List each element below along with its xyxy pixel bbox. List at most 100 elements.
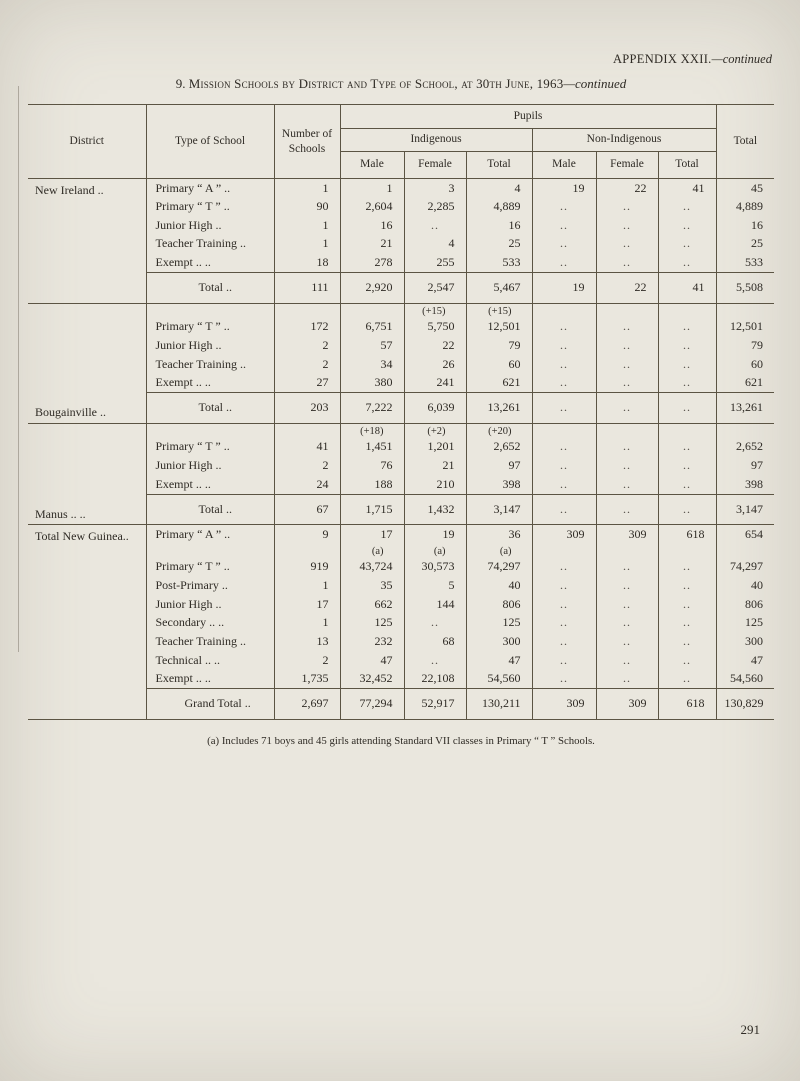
type-of-school-cell: Teacher Training ..	[146, 355, 275, 374]
value-cell: 125	[745, 615, 764, 630]
value-cell: ..	[658, 456, 717, 476]
total-value-cell: 2,697	[274, 688, 341, 720]
data-row: Manus .. .. Primary “ T ” .. 41 (+18) 1,451(…	[28, 423, 774, 526]
col-header-non-indigenous: Non-Indigenous	[532, 128, 717, 152]
value-cell: ..	[532, 234, 597, 254]
value-cell: 4	[404, 234, 467, 254]
value-cell: 1	[274, 216, 341, 235]
value-cell: 34	[340, 355, 405, 374]
cell-value: 2,652	[493, 438, 521, 453]
data-row: Exempt .. .. 24 188 210 398...... 398	[28, 475, 774, 495]
total-value-cell: 3,147	[716, 493, 775, 526]
data-row: Post-Primary .. 1 35 5 40...... 40	[28, 576, 774, 596]
header-row-3: Male Female Total Male Female Total	[28, 151, 774, 180]
value-cell: ..	[532, 355, 597, 374]
data-row: Bougainville .. Primary “ T ” .. 172 6,751(…	[28, 303, 774, 424]
value-cell: ..	[658, 423, 717, 457]
mission-schools-table: District Type of School Number of School…	[28, 104, 775, 720]
value-cell: 47	[340, 651, 405, 670]
value-cell: 1	[340, 178, 405, 198]
col-header-indigenous: Indigenous	[340, 128, 533, 152]
value-cell: 16	[466, 216, 533, 235]
data-row: Secondary .. .. 1 125.. 125...... 125	[28, 613, 774, 633]
data-row: Junior High .. 1 16.. 16...... 16	[28, 216, 774, 235]
value-cell: ..	[658, 651, 717, 670]
value-cell: ..	[596, 336, 659, 356]
total-value-cell: 309	[532, 688, 597, 720]
value-cell: 22	[404, 336, 467, 356]
value-cell: ..	[596, 303, 659, 337]
value-cell: ..	[658, 576, 717, 596]
value-cell: 1	[274, 234, 341, 254]
value-cell: ..	[596, 373, 659, 393]
value-cell: ..	[596, 234, 659, 254]
col-header-non-indigenous-male: Male	[532, 151, 597, 180]
value-cell: 27	[274, 373, 341, 393]
col-header-pupils: Pupils	[340, 104, 717, 130]
value-cell: 398	[466, 475, 533, 495]
total-value-cell: ..	[596, 493, 659, 526]
district-cell: Total New Guinea..	[28, 524, 147, 720]
value-cell: 4,889	[466, 197, 533, 217]
total-value-cell: 130,211	[466, 688, 533, 720]
cell-value: 30,573	[421, 559, 455, 574]
total-value-cell: ..	[658, 493, 717, 526]
total-value-cell: 77,294	[340, 688, 405, 720]
value-cell: 45	[751, 180, 764, 195]
value-cell: ..	[658, 303, 717, 337]
cell-value: 1,201	[427, 438, 455, 453]
total-row: Grand Total .. 2,697 77,294 52,917 130,211 30…	[28, 688, 775, 720]
cell-value: 5,750	[427, 318, 455, 333]
value-cell: 41	[658, 178, 717, 198]
value-cell: 40	[466, 576, 533, 596]
total-value-cell: 2,547	[404, 272, 467, 304]
district-cell: Bougainville ..	[28, 303, 147, 424]
value-cell: ..	[596, 613, 659, 633]
cell-annotation: (a)	[371, 546, 384, 558]
type-of-school-cell: Primary “ T ” ..	[146, 543, 275, 577]
value-cell: ..	[658, 543, 717, 577]
value-cell: ..	[658, 669, 717, 689]
type-of-school-cell: Junior High ..	[146, 456, 275, 476]
total-value-cell: 5,508	[716, 272, 775, 304]
title-continued: —continued	[563, 76, 627, 91]
value-cell: ..	[532, 373, 597, 393]
type-of-school-cell: Exempt .. ..	[146, 475, 275, 495]
value-cell: ..	[658, 475, 717, 495]
value-cell: 97	[751, 458, 764, 473]
data-row: Exempt .. .. 27 380 241 621...... 621	[28, 373, 774, 393]
page-number: 291	[740, 1022, 761, 1037]
value-cell: 300	[745, 633, 764, 648]
value-cell: 6,751	[340, 303, 405, 337]
value-cell: 90	[274, 197, 341, 217]
total-value-cell: 2,920	[340, 272, 405, 304]
value-cell: 17	[274, 595, 341, 614]
value-cell: 22,108	[404, 669, 467, 689]
value-cell: 654	[745, 526, 764, 541]
cell-annotation: (+15)	[422, 306, 446, 318]
data-row: Junior High .. 17 662 144 806...... 806	[28, 595, 774, 614]
value-cell: ..	[658, 234, 717, 254]
value-cell: 1	[274, 576, 341, 596]
value-cell: 2	[274, 456, 341, 476]
value-cell: ..	[658, 373, 717, 393]
value-cell: 60	[466, 355, 533, 374]
value-cell: 4	[466, 178, 533, 198]
value-cell: 1	[274, 178, 341, 198]
value-cell: 144	[404, 595, 467, 614]
total-value-cell: 13,261	[716, 392, 775, 424]
value-cell: ..	[532, 576, 597, 596]
scan-artifact-line	[18, 86, 19, 652]
total-value-cell: 203	[274, 392, 341, 424]
value-cell: ..	[532, 669, 597, 689]
value-cell: ..	[532, 197, 597, 217]
value-cell: 57	[340, 336, 405, 356]
table-body: New Ireland .. Primary “ A ” .. 1 1 3 4 19 22 41…	[28, 178, 775, 720]
value-cell: 621	[466, 373, 533, 393]
total-value-cell: 3,147	[466, 493, 533, 526]
total-value-cell: ..	[532, 392, 597, 424]
value-cell: 309	[596, 524, 659, 544]
value-cell: ..	[658, 613, 717, 633]
type-of-school-cell: Primary “ T ” ..	[146, 423, 275, 457]
value-cell: ..	[532, 216, 597, 235]
